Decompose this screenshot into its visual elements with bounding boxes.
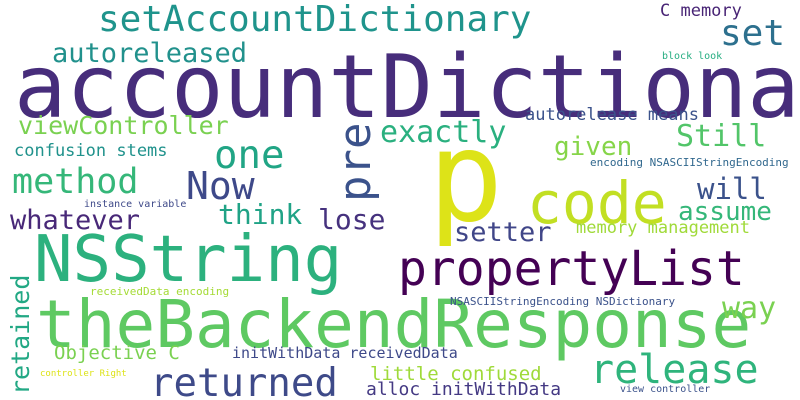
word-autoreleased: autoreleased: [52, 38, 248, 69]
word-propertyList: propertyList: [398, 241, 745, 297]
word-whatever: whatever: [10, 205, 141, 236]
word-setAccountDictionary: setAccountDictionary: [98, 0, 532, 40]
word-exactly: exactly: [380, 115, 507, 150]
word-memory-management: memory management: [576, 218, 750, 238]
word-C-memory: C memory: [660, 1, 742, 21]
word-Now: Now: [186, 164, 255, 208]
word-autorelease-means: autorelease means: [525, 105, 699, 125]
word-encoding-NSASCIIStringEncoding: encoding NSASCIIStringEncoding: [590, 156, 789, 169]
word-retained: retained: [6, 274, 35, 395]
word-receivedData-encoding: receivedData encoding: [90, 285, 230, 298]
word-assume: assume: [678, 197, 772, 227]
word-theBackendResponse: theBackendResponse: [36, 286, 752, 363]
word-initWithData-receivedData: initWithData receivedData: [232, 344, 458, 362]
word-block-look: block look: [662, 51, 723, 62]
word-lose: lose: [318, 203, 386, 236]
word-instance-variable: instance variable: [84, 199, 187, 210]
word-Still: Still: [676, 119, 767, 154]
word-alloc-initWithData: alloc initWithData: [366, 379, 562, 400]
word-NSString: NSString: [34, 223, 343, 297]
word-viewController: viewController: [18, 111, 229, 140]
word-controller-Right: controller Right: [40, 369, 127, 379]
word-view-controller: view controller: [620, 384, 711, 395]
word-way: way: [722, 291, 777, 326]
word-setter: setter: [454, 217, 552, 248]
word-Objective-C: Objective C: [54, 342, 180, 364]
word-pre: pre: [330, 122, 381, 202]
word-p: p: [428, 105, 504, 250]
word-method: method: [12, 162, 139, 202]
word-release: release: [590, 347, 759, 393]
word-code: code: [527, 169, 667, 237]
word-accountDictionary: accountDictionary: [14, 36, 800, 138]
word-returned: returned: [150, 361, 338, 400]
word-NSASCIIStringEncoding-NSDictionary: NSASCIIStringEncoding NSDictionary: [450, 295, 676, 308]
word-confusion-stems: confusion stems: [14, 141, 168, 161]
word-set: set: [720, 13, 786, 54]
word-given: given: [554, 132, 633, 162]
word-will: will: [697, 172, 767, 206]
word-one: one: [214, 133, 285, 178]
word-little-confused: little confused: [370, 363, 542, 385]
word-think: think: [218, 198, 303, 231]
